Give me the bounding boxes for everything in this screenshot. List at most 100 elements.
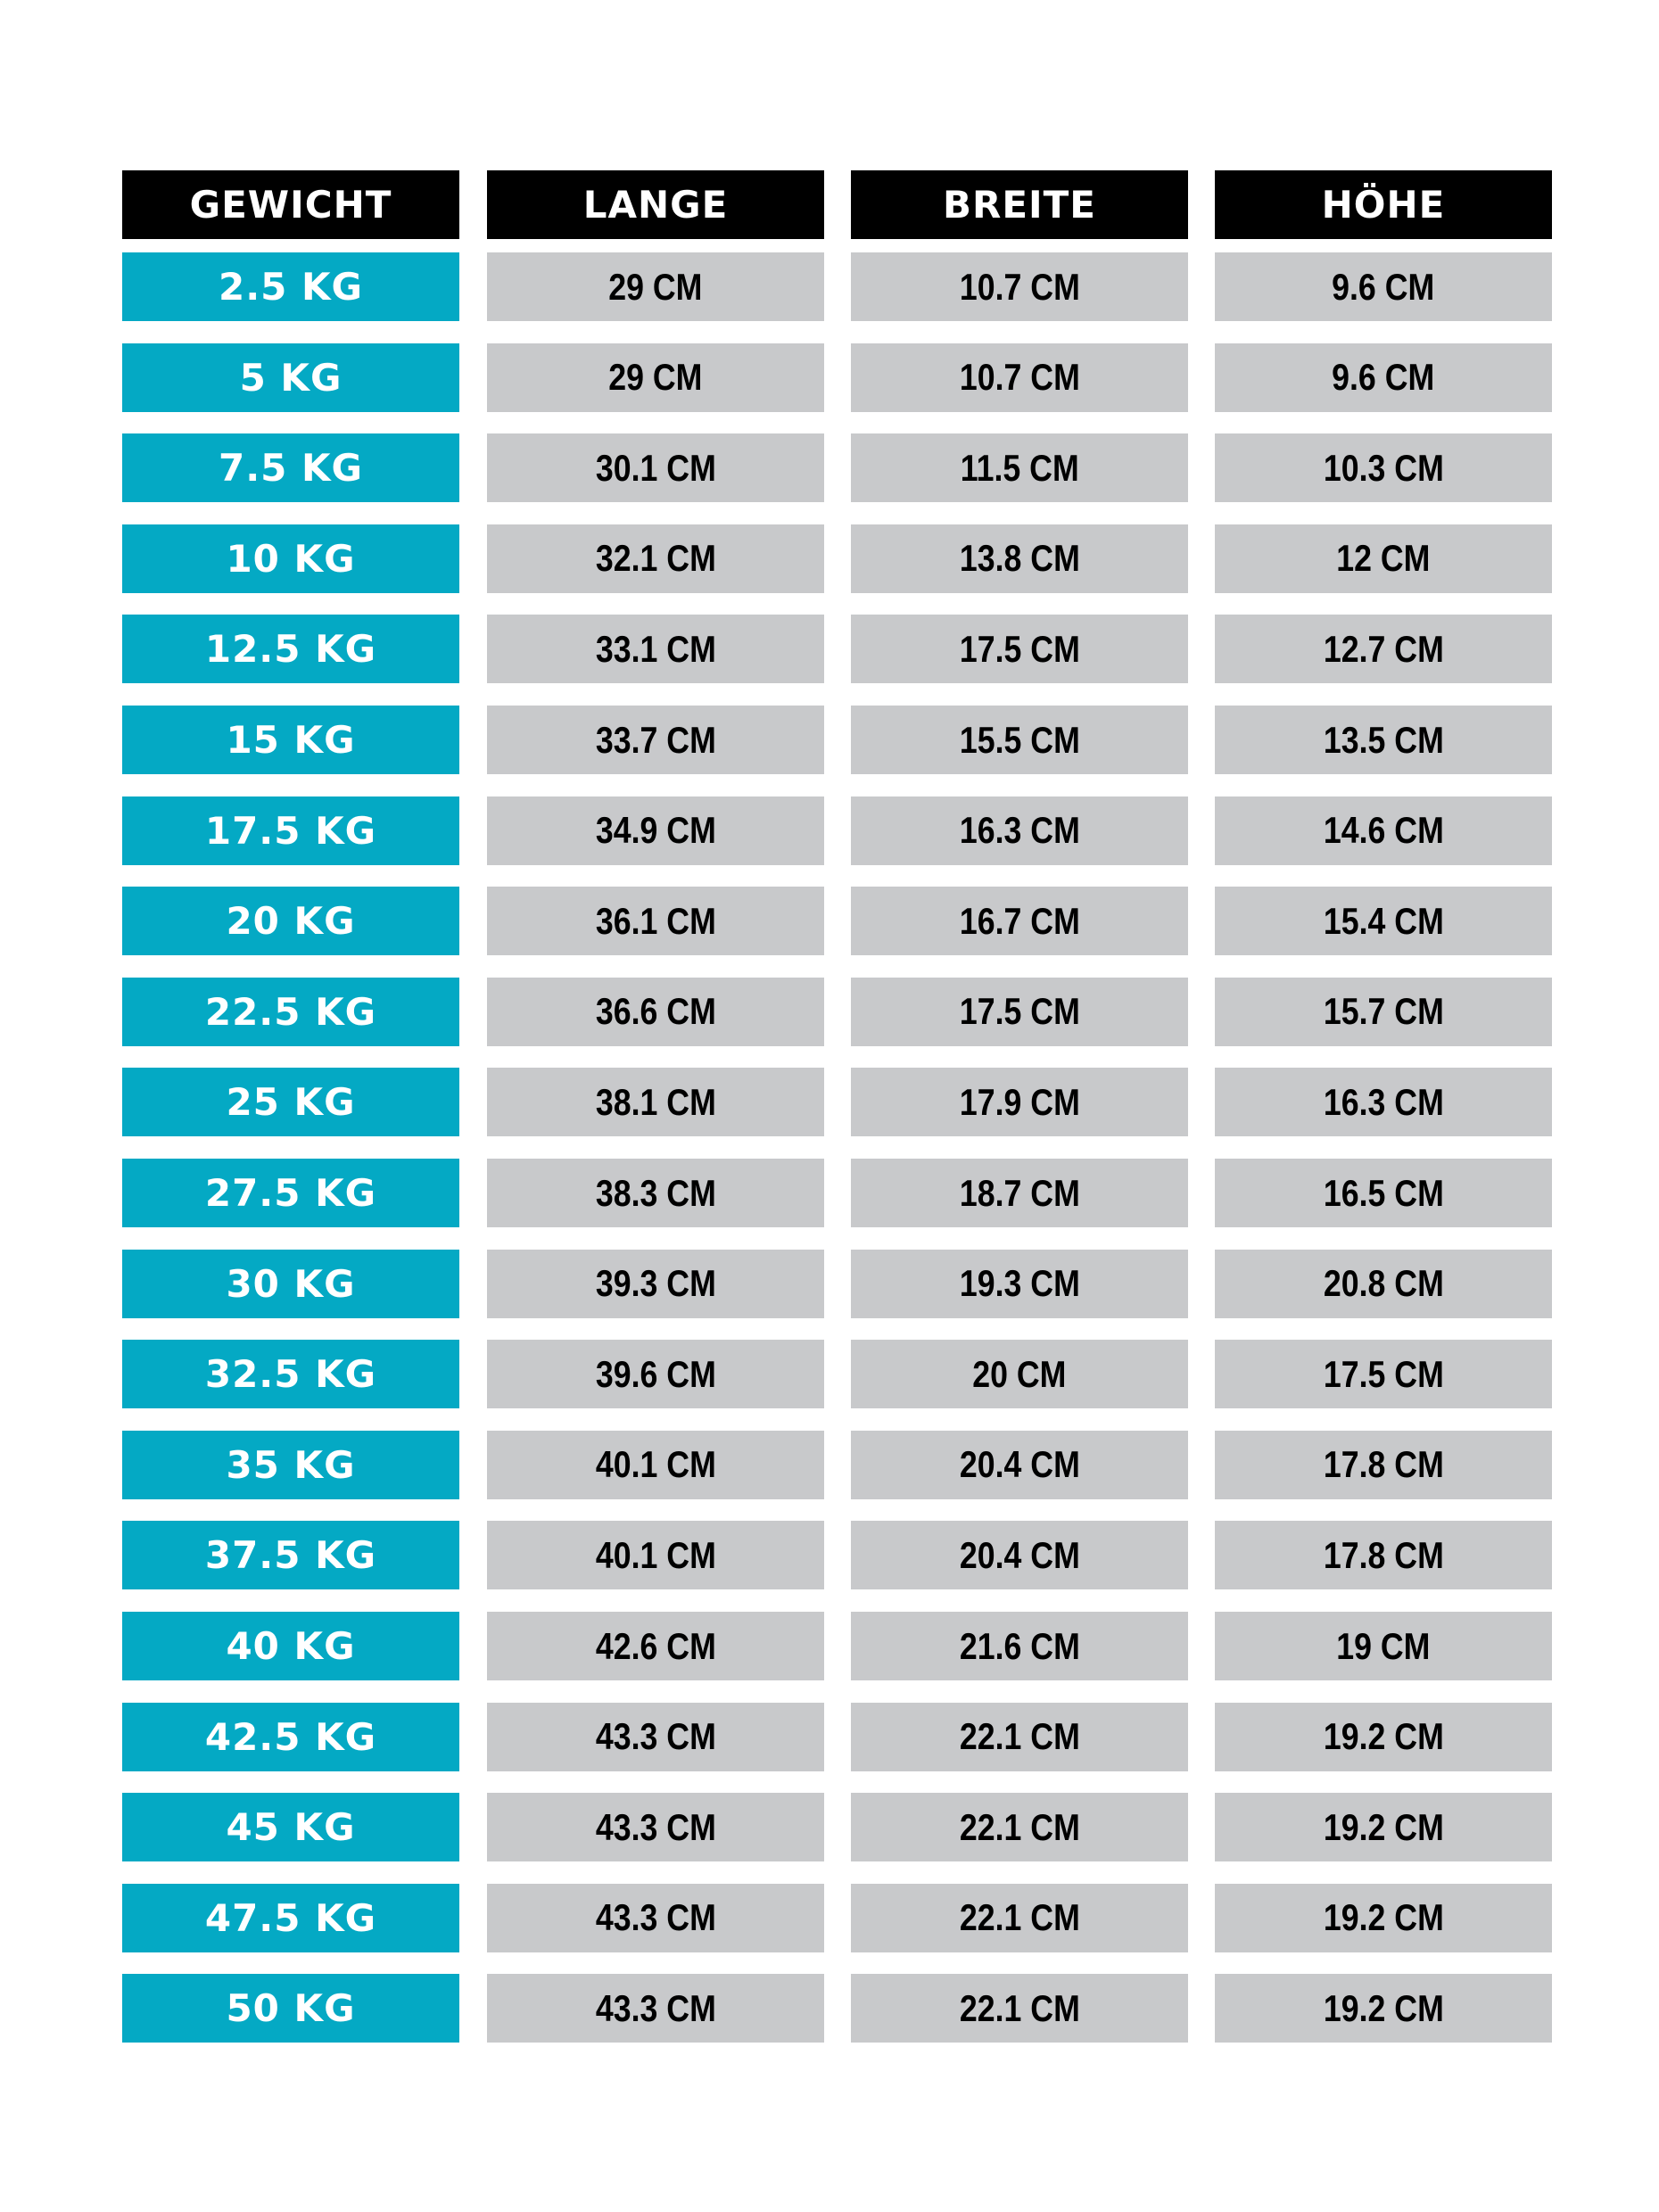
cell-text: 20.4 CM: [959, 1533, 1080, 1576]
cell-text: 34.9 CM: [595, 809, 716, 852]
width-cell: 17.9 CM: [851, 1068, 1188, 1137]
weight-cell: 2.5 KG: [122, 252, 459, 321]
cell-text: 16.7 CM: [959, 899, 1080, 942]
cell-text: 19.2 CM: [1323, 1896, 1444, 1939]
cell-text: 16.5 CM: [1323, 1171, 1444, 1214]
cell-text: 17.8 CM: [1323, 1533, 1444, 1576]
length-cell: 43.3 CM: [487, 1974, 824, 2043]
weight-cell: 50 KG: [122, 1974, 459, 2043]
length-cell: 29 CM: [487, 252, 824, 321]
height-cell: 17.5 CM: [1215, 1340, 1552, 1409]
height-cell: 13.5 CM: [1215, 706, 1552, 774]
width-cell: 20.4 CM: [851, 1430, 1188, 1499]
header-weight: GEWICHT: [122, 170, 459, 239]
height-cell: 15.7 CM: [1215, 977, 1552, 1046]
height-cell: 9.6 CM: [1215, 343, 1552, 412]
width-cell: 16.7 CM: [851, 887, 1188, 956]
cell-text: 38.1 CM: [595, 1080, 716, 1123]
cell-text: 12 CM: [1336, 537, 1431, 580]
weight-cell: 47.5 KG: [122, 1883, 459, 1952]
weight-cell: 35 KG: [122, 1430, 459, 1499]
length-cell: 36.6 CM: [487, 977, 824, 1046]
length-cell: 42.6 CM: [487, 1612, 824, 1680]
cell-text: 25 KG: [226, 1080, 356, 1125]
width-cell: 22.1 CM: [851, 1702, 1188, 1771]
cell-text: 50 KG: [226, 1986, 356, 2031]
cell-text: 22.1 CM: [959, 1805, 1080, 1848]
cell-text: 29 CM: [608, 265, 703, 308]
cell-text: 13.8 CM: [959, 537, 1080, 580]
cell-text: 19.3 CM: [959, 1262, 1080, 1305]
cell-text: 15 KG: [226, 718, 356, 762]
height-cell: 15.4 CM: [1215, 887, 1552, 956]
cell-text: 19.2 CM: [1323, 1805, 1444, 1848]
length-cell: 43.3 CM: [487, 1793, 824, 1862]
cell-text: 14.6 CM: [1323, 809, 1444, 852]
weight-cell: 10 KG: [122, 524, 459, 593]
cell-text: 29 CM: [608, 356, 703, 399]
cell-text: 22.1 CM: [959, 1896, 1080, 1939]
height-cell: 14.6 CM: [1215, 796, 1552, 865]
height-cell: 12.7 CM: [1215, 615, 1552, 684]
cell-text: 36.6 CM: [595, 990, 716, 1033]
cell-text: 7.5 KG: [218, 446, 364, 491]
cell-text: 10.3 CM: [1323, 446, 1444, 489]
weight-cell: 45 KG: [122, 1793, 459, 1862]
length-cell: 40.1 CM: [487, 1430, 824, 1499]
header-height: HÖHE: [1215, 170, 1552, 239]
length-cell: 39.6 CM: [487, 1340, 824, 1409]
width-cell: 18.7 CM: [851, 1159, 1188, 1227]
cell-text: 32.1 CM: [595, 537, 716, 580]
cell-text: 12.7 CM: [1323, 627, 1444, 670]
length-cell: 38.1 CM: [487, 1068, 824, 1137]
width-cell: 13.8 CM: [851, 524, 1188, 593]
length-cell: 43.3 CM: [487, 1702, 824, 1771]
cell-text: 40 KG: [226, 1624, 356, 1668]
width-cell: 17.5 CM: [851, 615, 1188, 684]
length-cell: 30.1 CM: [487, 433, 824, 503]
weight-cell: 25 KG: [122, 1068, 459, 1137]
cell-text: 9.6 CM: [1332, 265, 1435, 308]
cell-text: 22.1 CM: [959, 1986, 1080, 2029]
cell-text: 20.4 CM: [959, 1443, 1080, 1486]
cell-text: 18.7 CM: [959, 1171, 1080, 1214]
cell-text: 47.5 KG: [204, 1895, 377, 1940]
cell-text: 45 KG: [226, 1805, 356, 1850]
header-length: LANGE: [487, 170, 824, 239]
width-cell: 19.3 CM: [851, 1249, 1188, 1318]
weight-cell: 17.5 KG: [122, 796, 459, 865]
length-cell: 34.9 CM: [487, 796, 824, 865]
cell-text: 15.7 CM: [1323, 990, 1444, 1033]
cell-text: 30 KG: [226, 1261, 356, 1306]
length-cell: 36.1 CM: [487, 887, 824, 956]
header-width: BREITE: [851, 170, 1188, 239]
cell-text: 21.6 CM: [959, 1624, 1080, 1667]
weight-cell: 37.5 KG: [122, 1521, 459, 1590]
cell-text: 43.3 CM: [595, 1715, 716, 1758]
cell-text: 40.1 CM: [595, 1533, 716, 1576]
height-cell: 16.3 CM: [1215, 1068, 1552, 1137]
length-cell: 39.3 CM: [487, 1249, 824, 1318]
cell-text: 19.2 CM: [1323, 1986, 1444, 2029]
width-cell: 10.7 CM: [851, 343, 1188, 412]
cell-text: 40.1 CM: [595, 1443, 716, 1486]
weight-cell: 42.5 KG: [122, 1702, 459, 1771]
cell-text: 33.1 CM: [595, 627, 716, 670]
width-cell: 15.5 CM: [851, 706, 1188, 774]
cell-text: 19 CM: [1336, 1624, 1431, 1667]
cell-text: 36.1 CM: [595, 899, 716, 942]
cell-text: 15.5 CM: [959, 718, 1080, 761]
cell-text: 20 CM: [972, 1352, 1067, 1395]
cell-text: 43.3 CM: [595, 1805, 716, 1848]
height-cell: 20.8 CM: [1215, 1249, 1552, 1318]
width-cell: 20.4 CM: [851, 1521, 1188, 1590]
cell-text: 10 KG: [226, 536, 356, 581]
cell-text: 43.3 CM: [595, 1896, 716, 1939]
cell-text: 16.3 CM: [959, 809, 1080, 852]
height-cell: 9.6 CM: [1215, 252, 1552, 321]
height-cell: 17.8 CM: [1215, 1430, 1552, 1499]
height-cell: 19.2 CM: [1215, 1883, 1552, 1952]
height-cell: 16.5 CM: [1215, 1159, 1552, 1227]
weight-cell: 7.5 KG: [122, 433, 459, 503]
weight-cell: 20 KG: [122, 887, 459, 956]
